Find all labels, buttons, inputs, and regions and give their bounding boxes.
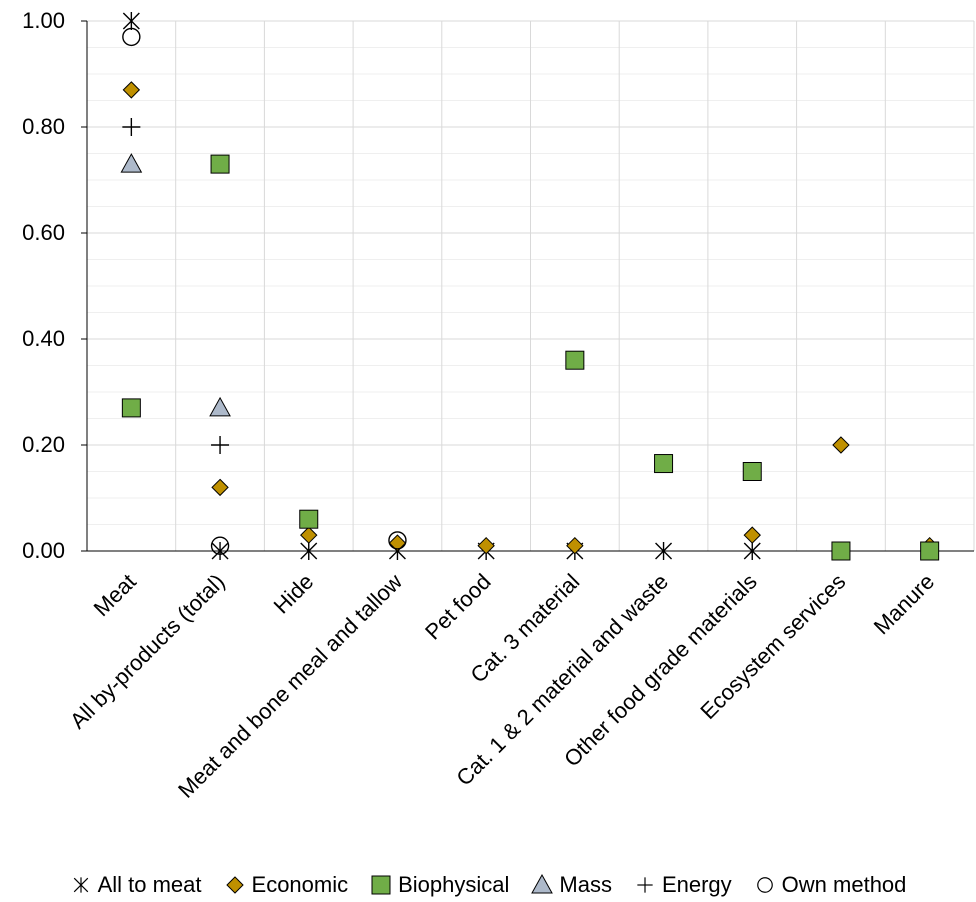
circle-icon [756, 877, 773, 893]
point-economic-meat-and-bone-meal-and-tallow [388, 534, 407, 552]
x-tick-label-all-by-products-total: All by-products (total) [65, 569, 230, 734]
legend-item-energy: Energy [634, 872, 732, 898]
point-biophysical-all-by-products-total [210, 154, 230, 174]
point-biophysical-ecosystem-services [831, 541, 851, 561]
point-biophysical-cat-1-2-material-and-waste [654, 454, 674, 474]
point-own-method-meat-and-bone-meal-and-tallow [388, 531, 407, 550]
point-economic-meat [122, 81, 141, 99]
legend-item-mass: Mass [531, 872, 612, 898]
point-biophysical-hide [299, 509, 319, 529]
point-economic-hide [300, 526, 318, 544]
x-tick-label-manure: Manure [869, 569, 939, 639]
point-biophysical-cat-3-material [565, 350, 585, 370]
chart-legend: All to meat Economic Biophysical Mass Energy… [0, 868, 976, 902]
legend-label: Biophysical [398, 872, 510, 897]
point-own-method-all-by-products-total [210, 536, 230, 555]
y-tick-label: 0.80 [22, 114, 65, 139]
y-tick-label: 0.00 [22, 538, 65, 563]
point-all-to-meat-other-food-grade-materials [743, 542, 761, 560]
diamond-icon [225, 876, 244, 894]
point-biophysical-meat [121, 398, 141, 418]
point-economic-pet-food [477, 536, 495, 555]
point-economic-all-by-products-total [211, 478, 229, 497]
triangle-icon [531, 874, 554, 894]
y-tick-label: 0.20 [22, 432, 65, 457]
y-tick-label: 0.60 [22, 220, 65, 245]
plus-icon [637, 877, 653, 893]
y-tick-label: 0.40 [22, 326, 65, 351]
legend-item-economic: Economic [224, 872, 349, 898]
point-mass-meat [120, 153, 143, 173]
x-tick-label-pet-food: Pet food [420, 569, 496, 645]
point-energy-meat [122, 118, 141, 136]
legend-label: Mass [559, 872, 612, 897]
point-all-to-meat-hide [300, 542, 318, 560]
legend-label: Energy [661, 872, 732, 897]
legend-label: Own method [781, 872, 907, 897]
legend-label: Economic [251, 872, 349, 897]
point-biophysical-manure [920, 541, 940, 561]
x-tick-label-hide: Hide [269, 569, 319, 619]
x-tick-label-ecosystem-services: Ecosystem services [695, 569, 850, 724]
point-economic-ecosystem-services [832, 436, 850, 454]
point-all-to-meat-cat-1-2-material-and-waste [655, 542, 673, 560]
x-tick-label-meat: Meat [89, 569, 141, 621]
point-mass-all-by-products-total [209, 396, 231, 417]
point-energy-all-by-products-total [211, 436, 230, 454]
legend-label: All to meat [97, 872, 202, 897]
square-icon [371, 875, 391, 895]
point-own-method-meat [122, 27, 141, 47]
point-economic-other-food-grade-materials [743, 526, 761, 544]
point-economic-cat-3-material [566, 536, 584, 555]
asterisk-icon [73, 877, 88, 893]
legend-item-biophysical: Biophysical [370, 872, 509, 898]
point-all-to-meat-all-by-products-total [211, 542, 229, 560]
legend-item-own-method: Own method [754, 872, 907, 898]
legend-item-all-to-meat: All to meat [70, 872, 202, 898]
y-tick-label: 1.00 [22, 8, 65, 33]
point-all-to-meat-meat [122, 12, 140, 30]
point-biophysical-other-food-grade-materials [742, 462, 762, 481]
